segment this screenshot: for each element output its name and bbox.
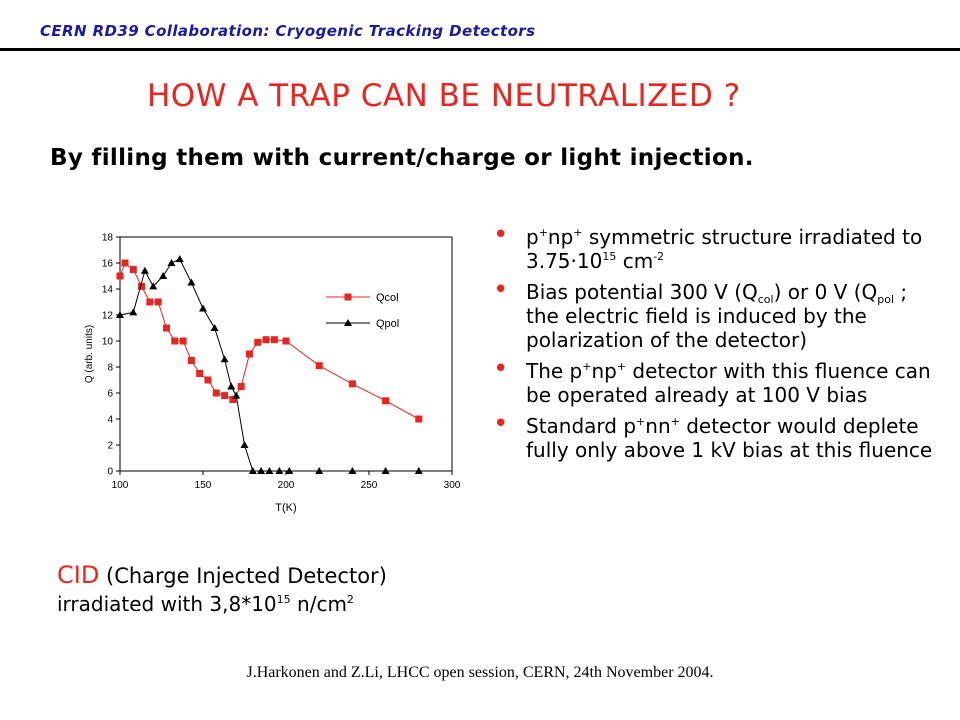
data-point-qpol <box>315 467 324 474</box>
x-tick-label: 150 <box>195 480 212 491</box>
data-point-qpol <box>414 467 423 474</box>
bullet-dot-icon: • <box>493 220 509 250</box>
data-point-qcol <box>204 376 212 384</box>
data-point-qcol <box>262 336 270 344</box>
data-point-qpol <box>275 467 284 474</box>
bullet-dot-icon: • <box>493 275 509 305</box>
data-point-qpol <box>227 382 236 390</box>
data-point-qpol <box>232 391 241 399</box>
series-line-qpol <box>119 258 419 472</box>
data-point-qcol <box>382 397 390 405</box>
data-point-qpol <box>175 255 184 263</box>
bullet-item: • The p+np+ detector with this fluence ca… <box>493 354 931 407</box>
data-point-qpol <box>159 272 168 279</box>
bullet-item: • p+np+ symmetric structure irradiated to… <box>493 220 923 273</box>
data-point-qpol <box>257 467 266 474</box>
data-point-qcol <box>229 396 237 403</box>
charge-vs-temperature-chart: 0 2 4 6 8 10 12 14 16 18 100 150 200 250 300 T(K) Q (arb… <box>84 233 461 515</box>
data-point-qpol <box>381 467 390 474</box>
slide-header: CERN RD39 Collaboration: Cryogenic Track… <box>40 22 536 40</box>
y-tick-label: 16 <box>102 259 114 270</box>
x-tick-label: 300 <box>444 480 461 491</box>
bullet-item: • Bias potential 300 V (Qcol) or 0 V (Qpo… <box>493 275 908 352</box>
data-point-qcol <box>187 357 195 364</box>
cid-caption: CID (Charge Injected Detector) irradiate… <box>57 560 497 617</box>
data-point-qcol <box>344 293 352 301</box>
data-point-qcol <box>315 362 323 370</box>
cid-caption-line-1: CID (Charge Injected Detector) <box>57 561 387 589</box>
data-point-qcol <box>129 266 137 273</box>
data-point-qcol <box>121 259 129 267</box>
y-tick-label: 14 <box>102 285 114 296</box>
data-point-qcol <box>171 337 179 345</box>
data-point-qcol <box>146 298 154 306</box>
data-point-qpol <box>187 278 196 286</box>
data-point-qpol <box>348 467 357 474</box>
data-point-qpol <box>140 266 149 274</box>
data-point-qcol <box>116 272 124 280</box>
data-point-qpol <box>344 319 352 326</box>
data-point-qcol <box>282 337 290 345</box>
data-point-qcol <box>162 324 170 332</box>
y-tick-label: 12 <box>102 311 114 322</box>
x-tick-label: 200 <box>278 480 295 491</box>
data-point-qcol <box>237 383 245 390</box>
bullet-dot-icon: • <box>493 409 509 439</box>
data-point-qpol <box>240 441 249 448</box>
y-tick-label: 10 <box>102 337 114 348</box>
data-point-qcol <box>415 415 423 423</box>
data-point-qpol <box>248 467 257 474</box>
y-tick-label: 2 <box>107 441 113 452</box>
x-tick-label: 250 <box>361 480 378 491</box>
y-tick-label: 8 <box>107 363 113 374</box>
cid-caption-line-2: irradiated with 3,8*1015 n/cm2 <box>57 592 354 616</box>
data-point-qcol <box>154 298 162 306</box>
data-point-qpol <box>149 282 158 290</box>
y-tick-label: 18 <box>102 233 114 244</box>
slide-subtitle: By filling them with current/charge or l… <box>50 145 754 171</box>
data-point-qcol <box>270 336 278 344</box>
data-point-qcol <box>179 337 187 345</box>
data-point-qpol <box>285 467 294 474</box>
header-divider <box>0 48 960 51</box>
slide-title: HOW A TRAP CAN BE NEUTRALIZED ? <box>147 78 741 114</box>
y-axis-label: Q (arb. units) <box>84 325 95 383</box>
data-point-qpol <box>167 259 176 266</box>
data-point-qpol <box>129 308 138 316</box>
data-point-qpol <box>220 355 229 363</box>
y-tick-label: 0 <box>107 467 113 478</box>
data-point-qcol <box>212 389 220 397</box>
footer-citation: J.Harkonen and Z.Li, LHCC open session, … <box>246 664 714 681</box>
y-tick-label: 4 <box>107 415 113 426</box>
bullet-dot-icon: • <box>493 354 509 384</box>
data-point-qpol <box>265 467 274 474</box>
plot-frame <box>119 236 453 472</box>
legend-label-qpol: Qpol <box>376 318 399 330</box>
legend-label-qcol: Qcol <box>376 292 399 304</box>
data-point-qcol <box>254 338 262 346</box>
data-point-qpol <box>210 324 219 331</box>
data-point-qcol <box>245 350 253 358</box>
data-point-qcol <box>221 392 229 400</box>
data-point-qcol <box>348 380 356 388</box>
data-point-qpol <box>116 311 124 318</box>
bullet-item: • Standard p+nn+ detector would deplete f… <box>493 409 933 462</box>
x-axis-label: T(K) <box>275 502 296 514</box>
data-point-qcol <box>196 370 204 377</box>
bullet-list: • p+np+ symmetric structure irradiated to… <box>493 220 933 469</box>
y-tick-label: 6 <box>107 389 113 400</box>
data-point-qpol <box>199 304 207 312</box>
x-tick-label: 100 <box>112 480 129 491</box>
